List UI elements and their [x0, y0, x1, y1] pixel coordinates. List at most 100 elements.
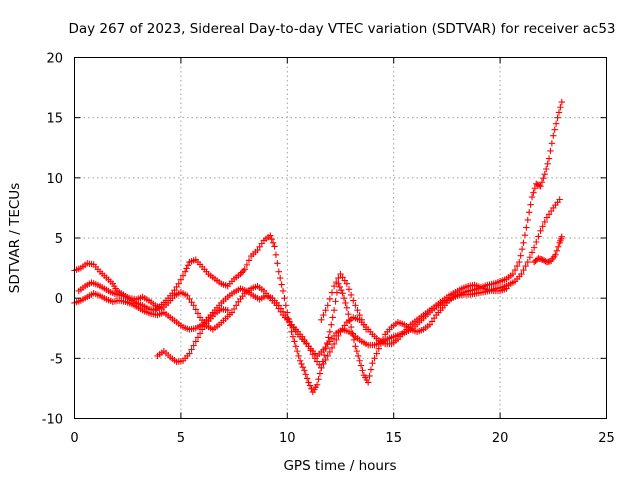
data-point	[330, 282, 338, 290]
data-point	[173, 283, 180, 291]
data-point	[520, 266, 527, 274]
y-tick-label: 5	[55, 232, 63, 247]
data-point	[524, 216, 531, 224]
data-point	[171, 286, 178, 294]
data-point	[269, 239, 277, 247]
data-point	[345, 286, 353, 293]
data-point	[275, 305, 282, 312]
data-point	[272, 251, 280, 259]
data-point	[326, 328, 334, 336]
data-point	[543, 165, 550, 173]
data-point	[341, 277, 348, 284]
data-point	[323, 339, 331, 347]
data-point	[557, 104, 564, 111]
data-point	[339, 325, 346, 332]
data-point	[517, 252, 524, 259]
data-point	[277, 274, 284, 282]
data-point	[286, 322, 294, 329]
data-point	[245, 257, 253, 264]
data-point	[303, 375, 311, 382]
data-point	[530, 189, 537, 196]
data-point	[184, 292, 191, 299]
data-point	[233, 302, 240, 309]
data-point	[277, 308, 285, 316]
data-point	[537, 227, 544, 234]
data-point	[371, 355, 378, 362]
data-point	[175, 280, 182, 287]
y-tick-label: 10	[46, 172, 63, 187]
data-point	[550, 132, 557, 139]
data-point	[316, 361, 323, 368]
data-point	[274, 260, 281, 267]
data-point	[336, 283, 343, 291]
data-point	[558, 98, 566, 106]
data-point	[240, 267, 247, 275]
data-point	[555, 109, 563, 116]
data-point	[552, 120, 560, 127]
data-point	[254, 246, 261, 254]
data-point	[357, 362, 365, 369]
data-point	[343, 304, 351, 311]
data-point	[177, 276, 185, 283]
chart-title: Day 267 of 2023, Sidereal Day-to-day VTE…	[68, 21, 615, 37]
x-tick-label: 25	[598, 431, 615, 446]
data-point	[544, 160, 551, 167]
data-point	[540, 257, 548, 264]
data-point	[511, 266, 519, 274]
data-point	[352, 302, 359, 309]
data-point	[279, 287, 287, 295]
data-point	[535, 182, 543, 189]
data-point	[552, 251, 559, 259]
data-point	[523, 224, 530, 231]
data-point	[332, 298, 339, 305]
data-point	[513, 262, 521, 270]
data-point	[360, 321, 368, 328]
data-point	[230, 305, 238, 313]
data-point	[520, 239, 527, 247]
data-point	[224, 307, 231, 314]
series-track-6	[318, 270, 370, 333]
data-point	[184, 262, 192, 269]
data-point	[335, 274, 342, 282]
data-point	[301, 336, 308, 344]
data-point	[527, 201, 534, 208]
data-point	[528, 249, 536, 256]
data-point	[330, 307, 338, 314]
data-point	[553, 247, 561, 255]
data-point	[541, 218, 548, 226]
data-point	[345, 311, 352, 318]
data-point	[325, 334, 332, 341]
data-point	[350, 297, 357, 304]
data-point	[354, 307, 361, 314]
data-point	[522, 262, 529, 270]
data-point	[186, 350, 193, 357]
data-point	[540, 175, 547, 182]
data-point	[338, 286, 345, 294]
data-point	[537, 183, 544, 190]
data-point	[294, 347, 301, 355]
data-point	[275, 268, 282, 275]
data-point	[194, 334, 202, 341]
data-point	[179, 272, 187, 279]
data-point	[521, 231, 529, 239]
data-point	[320, 360, 327, 368]
data-point	[335, 332, 342, 340]
data-point	[516, 258, 523, 266]
data-point	[322, 307, 329, 314]
data-point	[307, 347, 314, 354]
data-point	[188, 298, 195, 306]
data-point	[526, 254, 534, 261]
data-point	[551, 126, 558, 133]
data-point	[299, 363, 307, 371]
data-point	[190, 342, 197, 349]
series-track-2	[71, 196, 563, 360]
data-point	[318, 364, 325, 372]
data-point	[528, 193, 536, 201]
data-point	[347, 323, 355, 331]
data-point	[324, 352, 331, 360]
data-point	[531, 185, 539, 192]
data-point	[355, 352, 362, 360]
x-tick-labels: 0 5 10 15 20 25	[70, 431, 614, 446]
y-tick-label: 0	[55, 292, 63, 307]
grid-lines	[74, 57, 607, 419]
